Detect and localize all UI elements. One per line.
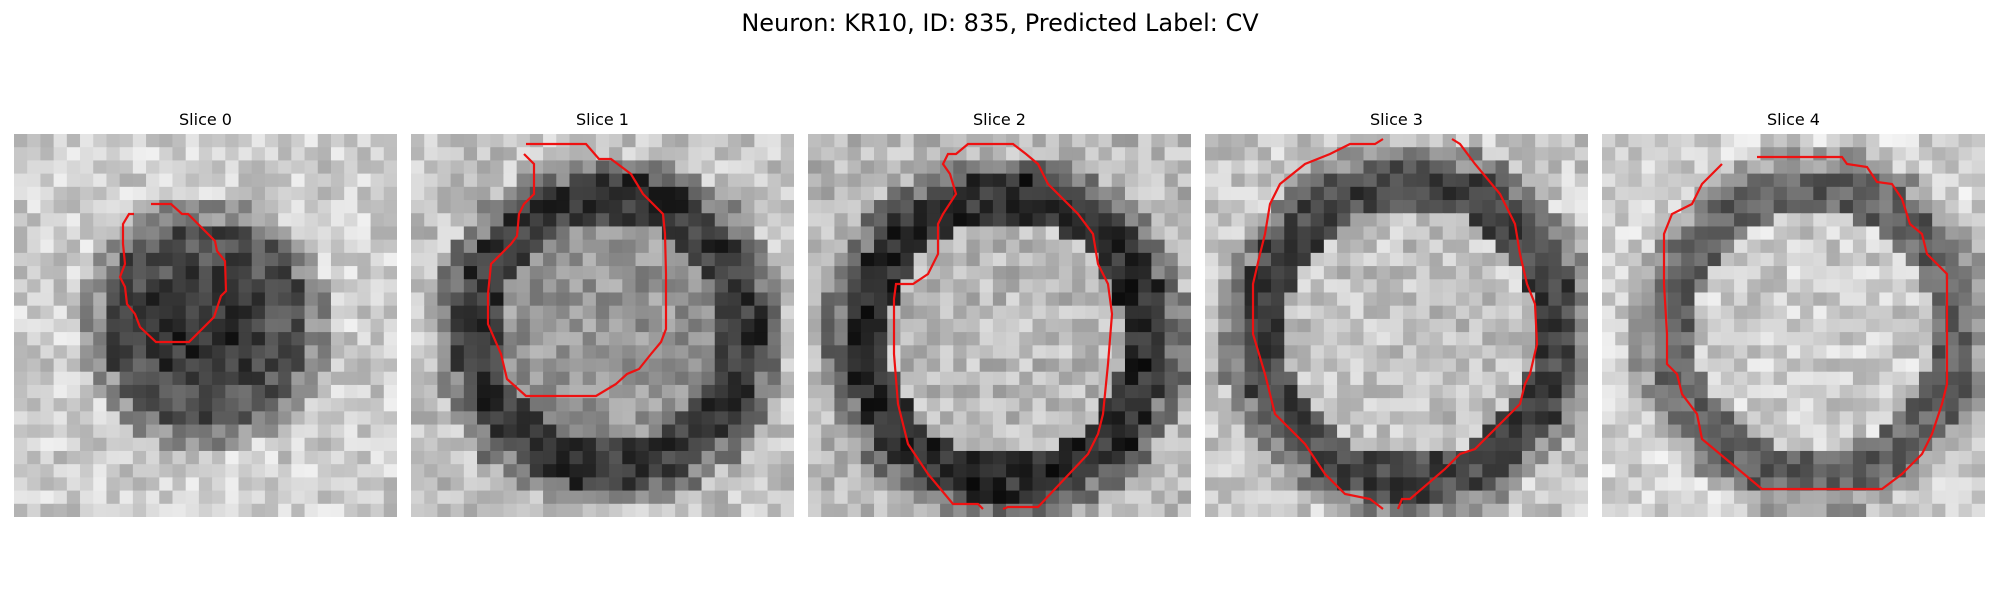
contour-line-1 [486, 142, 668, 398]
contour-line-3 [1251, 138, 1384, 510]
contour-line-4 [1662, 155, 1949, 491]
slice-title-3: Slice 3 [1370, 110, 1423, 129]
slice-title-4: Slice 4 [1767, 110, 1820, 129]
slice-image-1 [411, 134, 794, 517]
slice-image-0 [14, 134, 397, 517]
slice-image-2 [808, 134, 1191, 517]
figure-title: Neuron: KR10, ID: 835, Predicted Label: … [741, 9, 1259, 37]
slice-image-3 [1205, 134, 1588, 517]
contour-line-2 [892, 142, 1114, 511]
slice-title-0: Slice 0 [179, 110, 232, 129]
slice-image-4 [1602, 134, 1985, 517]
contour-line-3b [1396, 138, 1539, 510]
contour-line-0 [118, 202, 228, 344]
slice-title-1: Slice 1 [576, 110, 629, 129]
slice-title-2: Slice 2 [973, 110, 1026, 129]
